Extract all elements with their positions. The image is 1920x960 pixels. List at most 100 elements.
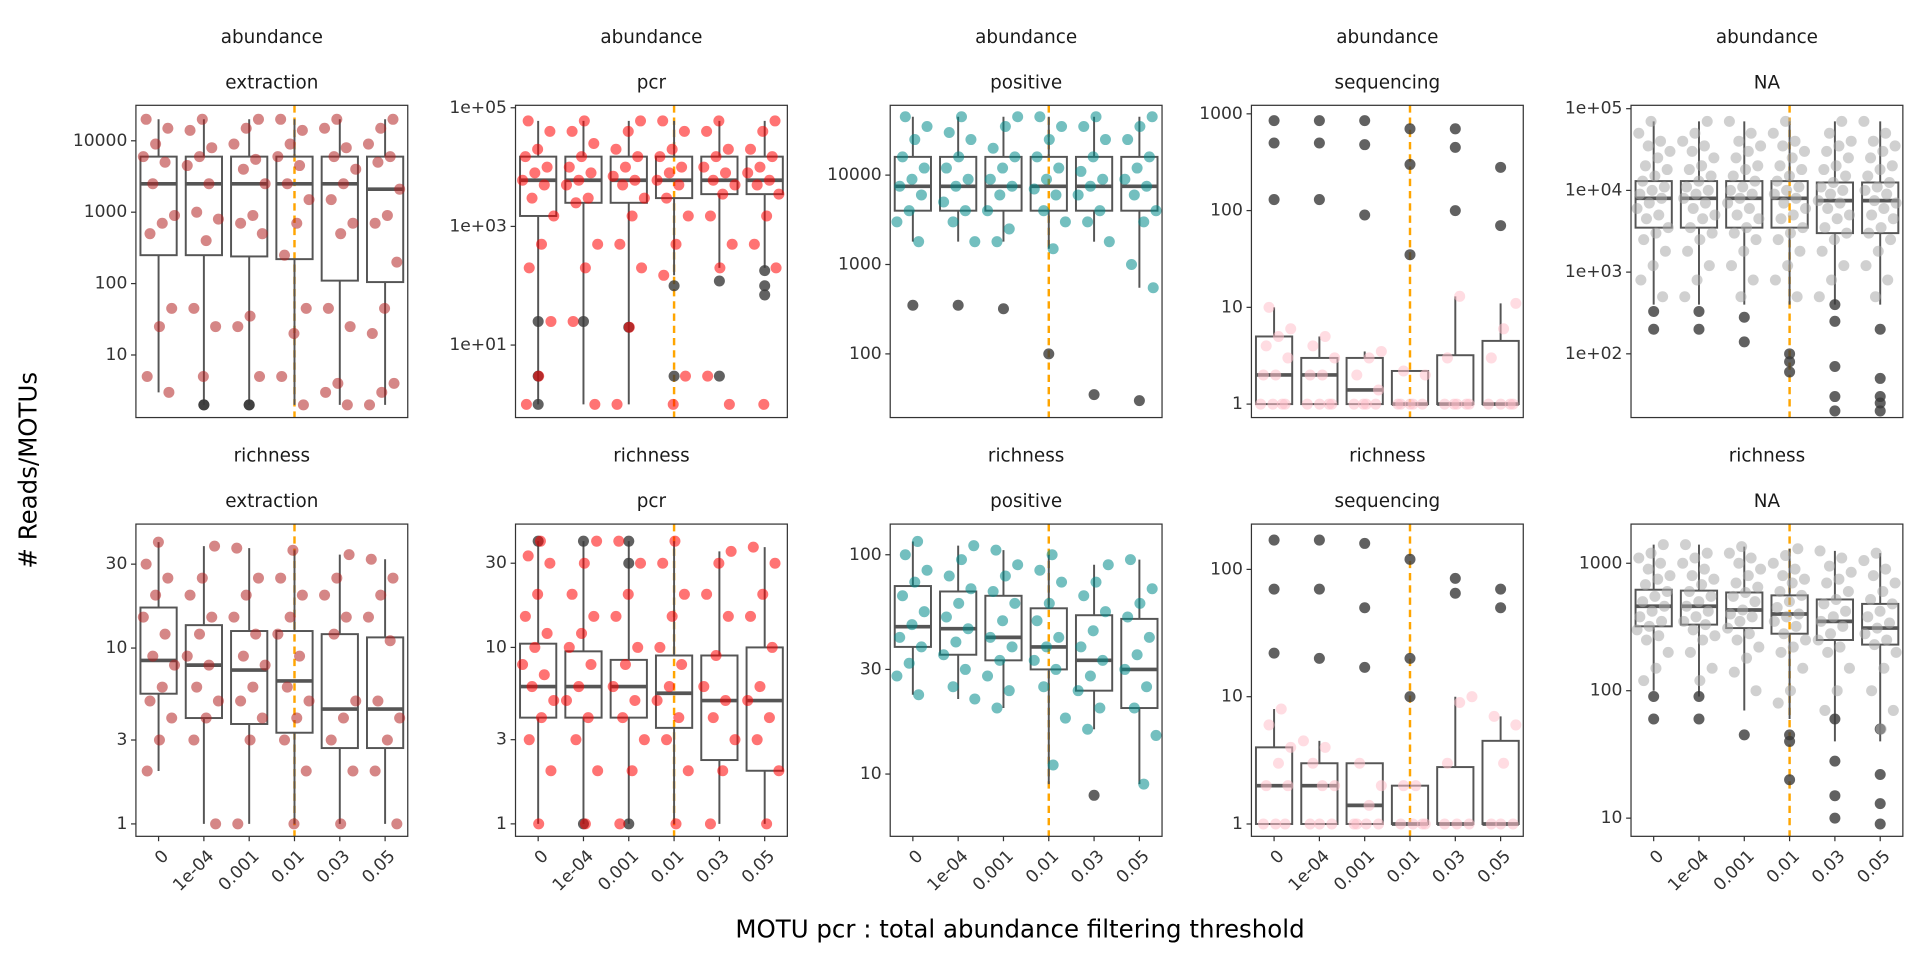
point [1028,183,1040,195]
point [613,535,625,547]
point [1830,593,1842,605]
point [955,554,968,566]
point [1875,222,1887,234]
y-tick-label: 1e+05 [449,98,507,118]
point [585,167,597,179]
point [1662,646,1674,658]
point [1031,615,1043,627]
point [570,197,582,209]
strip-title: richness [234,446,310,467]
point [1858,555,1870,567]
outlier [713,275,725,287]
point [1696,579,1708,591]
point [1640,634,1653,646]
point [1297,735,1309,747]
point [1009,151,1021,163]
point [722,610,734,622]
outlier [1495,161,1507,173]
point [968,540,980,552]
box [366,636,405,750]
y-tick-label: 1e+04 [1565,180,1623,200]
point [566,125,578,137]
point [720,167,732,179]
point [375,589,387,601]
point [244,734,256,746]
point [276,370,288,382]
point [523,262,535,274]
box [939,590,978,656]
point [1746,611,1758,623]
point [1689,127,1701,139]
outlier [1359,661,1371,673]
point [761,210,773,222]
point [682,210,694,222]
point [287,544,299,556]
point [1880,563,1892,575]
outlier [198,399,210,411]
point [1783,596,1795,608]
outlier [1268,583,1280,595]
point [1825,628,1837,640]
point [256,228,268,240]
point [717,765,729,777]
y-tick-label: 1e+01 [449,335,507,355]
point [1638,234,1650,246]
point [1798,573,1810,585]
point [1737,181,1749,193]
point [381,209,393,221]
outlier [1829,713,1841,725]
point [1833,140,1845,152]
point [1784,685,1796,697]
point [519,151,531,163]
point [614,238,626,250]
point [1329,780,1341,792]
point [1059,712,1071,724]
point [1866,209,1878,221]
outlier [1404,691,1416,703]
point [770,262,782,274]
point [1890,197,1902,209]
point [1789,563,1801,575]
point [254,370,266,382]
outlier [1829,315,1841,327]
point [1059,216,1071,228]
point [1375,345,1387,357]
point [1812,195,1824,207]
point [754,161,766,173]
point [1724,184,1736,196]
outlier [1449,572,1461,584]
point [1822,203,1834,215]
point [1834,641,1846,653]
point [1734,615,1746,627]
point [1009,597,1021,609]
y-tick-label: 1000 [1579,553,1623,573]
point [337,712,349,724]
outlier [1874,405,1886,417]
point [769,115,781,127]
point [1084,670,1096,682]
point [1510,719,1522,731]
point [1862,170,1874,182]
strip-title: abundance [1716,27,1818,48]
point [987,142,999,154]
plot-area [517,105,785,418]
point [259,178,271,190]
point [994,189,1006,201]
point [1819,704,1831,716]
point [962,623,974,635]
y-tick-label: 10 [1221,297,1243,317]
point [1834,197,1846,209]
point [1631,624,1643,636]
outlier [623,818,635,830]
point [663,681,675,693]
point [1702,605,1714,617]
point [682,765,694,777]
point [1633,127,1645,139]
outlier [1738,336,1750,348]
point [240,122,252,134]
point [529,167,541,179]
point [193,151,206,163]
point [372,695,384,707]
point [1792,543,1804,555]
point [1681,181,1693,193]
